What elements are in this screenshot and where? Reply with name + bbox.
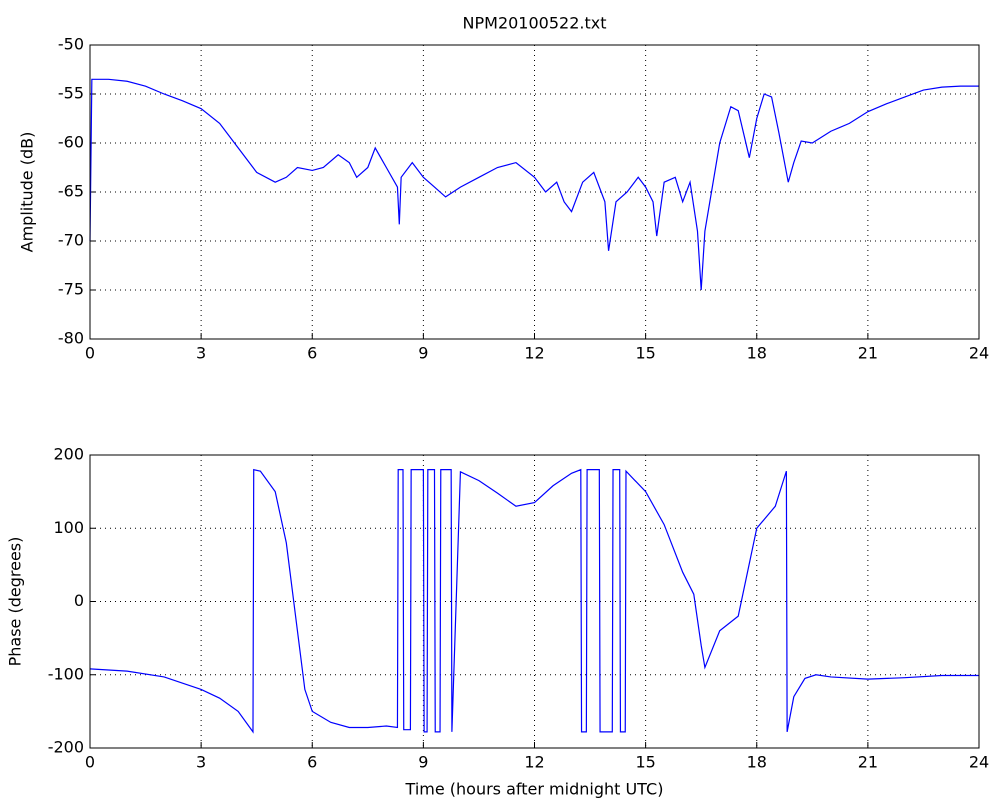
y-axis-label: Amplitude (dB): [18, 132, 37, 253]
y-tick-label: -60: [58, 133, 84, 152]
x-tick-label: 12: [524, 753, 544, 772]
data-line: [89, 78, 979, 291]
y-tick-label: -100: [48, 664, 84, 683]
y-tick-label: -55: [58, 84, 84, 103]
x-tick-label: 6: [307, 344, 317, 363]
chart-title: NPM20100522.txt: [463, 14, 607, 33]
y-tick-label: -200: [48, 738, 84, 757]
x-tick-label: 3: [196, 344, 206, 363]
x-tick-label: 18: [747, 344, 767, 363]
x-tick-label: 3: [196, 753, 206, 772]
x-tick-label: 0: [85, 344, 95, 363]
y-tick-label: -70: [58, 231, 84, 250]
x-tick-label: 15: [635, 753, 655, 772]
x-tick-label: 9: [418, 344, 428, 363]
plot-frame: [89, 454, 980, 749]
y-tick-label: -75: [58, 280, 84, 299]
plot-frame: [89, 44, 980, 340]
x-tick-label: 21: [858, 344, 878, 363]
x-tick-label: 24: [969, 344, 989, 363]
y-axis-label: Phase (degrees): [6, 537, 25, 667]
x-axis-label: Time (hours after midnight UTC): [405, 780, 664, 799]
y-tick-label: -65: [58, 182, 84, 201]
x-tick-label: 0: [85, 753, 95, 772]
x-tick-label: 9: [418, 753, 428, 772]
x-tick-label: 12: [524, 344, 544, 363]
x-tick-label: 21: [858, 753, 878, 772]
y-tick-label: 100: [53, 518, 84, 537]
x-tick-label: 15: [635, 344, 655, 363]
data-line: [89, 468, 979, 734]
y-tick-label: -50: [58, 35, 84, 54]
y-tick-label: 200: [53, 445, 84, 464]
x-tick-label: 6: [307, 753, 317, 772]
x-tick-label: 18: [747, 753, 767, 772]
y-tick-label: -80: [58, 329, 84, 348]
x-tick-label: 24: [969, 753, 989, 772]
y-tick-label: 0: [74, 591, 84, 610]
